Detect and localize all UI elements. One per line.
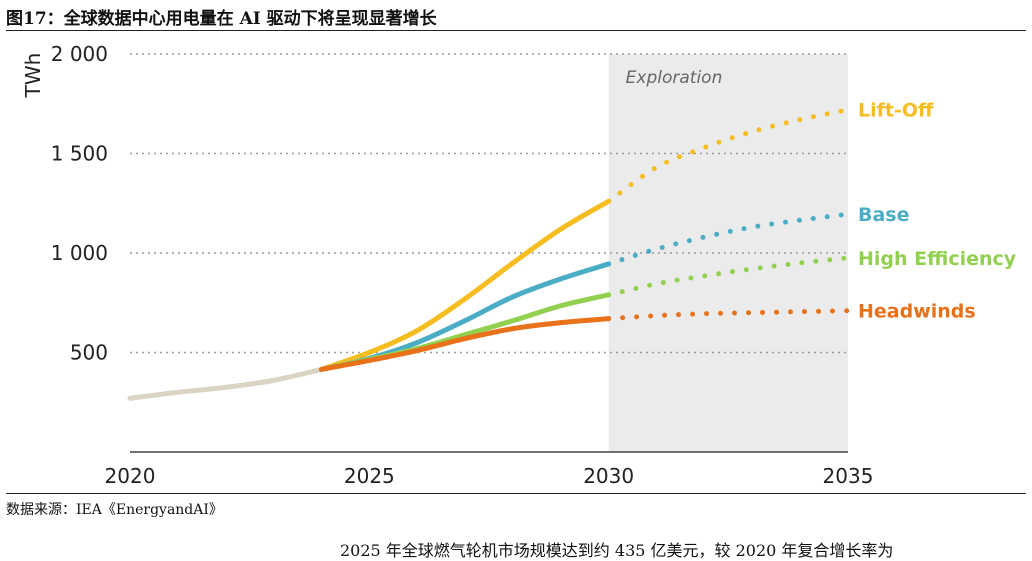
series-dotted-lift-off	[606, 107, 851, 204]
series-line-lift-off	[318, 198, 612, 372]
series-line-historical	[127, 366, 324, 401]
y-tick-label: 1 000	[51, 241, 108, 265]
y-tick-label: 1 500	[51, 142, 108, 166]
figure-title: 图17：全球数据中心用电量在 AI 驱动下将呈现显著增长	[6, 9, 437, 29]
body-text: 2025 年全球燃气轮机市场规模达到约 435 亿美元，较 2020 年复合增长…	[340, 541, 894, 560]
x-tick-label: 2025	[344, 464, 395, 488]
y-tick-label: 500	[70, 341, 108, 365]
series-line-high-efficiency	[318, 292, 612, 372]
exploration-region	[608, 54, 848, 452]
series-label-base: Base	[858, 204, 910, 226]
bottom-rule	[6, 493, 1026, 494]
series-label-lift-off: Lift-Off	[858, 100, 934, 122]
source-note: 数据来源：IEA《EnergyandAI》	[6, 502, 223, 518]
series-label-headwinds: Headwinds	[858, 301, 976, 323]
exploration-label: Exploration	[626, 68, 723, 88]
top-rule	[6, 30, 1026, 31]
series-dotted-base	[606, 211, 851, 267]
x-tick-label: 2030	[583, 464, 634, 488]
series-line-headwinds	[318, 316, 612, 372]
x-tick-label: 2020	[105, 464, 156, 488]
y-tick-label: 2 000	[51, 42, 108, 66]
series-label-high-efficiency: High Efficiency	[858, 248, 1017, 270]
x-tick-label: 2035	[823, 464, 874, 488]
y-axis-title: TWh	[21, 53, 45, 99]
series-dotted-headwinds	[606, 308, 851, 322]
chart: Exploration 500 1 000 1 500 2 000 2020 2025 20…	[21, 42, 1017, 488]
